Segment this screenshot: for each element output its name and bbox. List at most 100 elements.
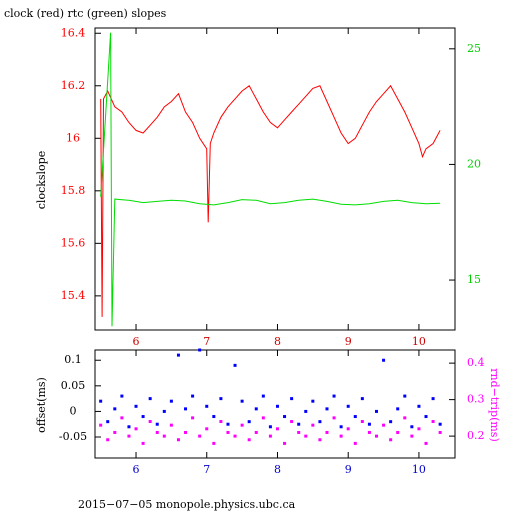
data-point [219,397,223,401]
data-point [290,420,294,424]
data-point [141,441,145,445]
data-point [148,420,152,424]
data-point [191,416,195,420]
chart-title: clock (red) rtc (green) slopes [4,7,167,20]
data-point [247,438,251,442]
data-point [382,358,386,362]
y-tick-label: 15.4 [61,289,86,302]
y-tick-label: 0.1 [64,353,82,366]
data-point [382,423,386,427]
data-point [155,430,159,434]
data-point [311,423,315,427]
data-point [396,430,400,434]
data-point [332,416,336,420]
data-point [155,422,159,426]
y2-tick-label: 0.4 [467,356,485,369]
data-point [367,430,371,434]
data-point [184,430,188,434]
data-point [127,434,131,438]
data-point [275,427,279,431]
data-point [403,416,407,420]
x-tick-label: 8 [274,463,281,476]
data-point [106,438,110,442]
data-point [318,438,322,442]
data-point [184,407,188,411]
data-point [113,407,117,411]
data-point [240,423,244,427]
y2-tick-label: 0.2 [467,429,485,442]
y-tick-label: 0.05 [61,379,86,392]
data-point [367,422,371,426]
data-point [389,438,393,442]
data-point [325,407,329,411]
plot-frame [94,349,456,459]
data-point [431,420,435,424]
series-line [100,84,441,317]
data-point [233,434,237,438]
data-point [339,425,343,429]
data-point [141,415,145,419]
data-point [424,441,428,445]
data-point [148,397,152,401]
plot-frame [94,27,456,331]
data-point [212,441,216,445]
data-point [346,404,350,408]
x-tick-label: 8 [274,335,281,348]
data-point [198,434,202,438]
data-point [120,394,124,398]
x-tick-label: 6 [133,463,140,476]
data-point [410,434,414,438]
y2-tick-label: 20 [467,157,481,170]
x-tick-label: 7 [203,335,210,348]
data-point [297,422,301,426]
y-tick-label: 15.8 [61,184,86,197]
data-point [99,423,103,427]
y2-tick-label: 0.3 [467,393,485,406]
x-tick-label: 10 [412,463,426,476]
data-point [353,415,357,419]
data-point [339,434,343,438]
y-tick-label: -0.05 [59,430,87,443]
data-point [268,434,272,438]
data-point [261,416,265,420]
y2-tick-label: 25 [467,42,481,55]
data-point [424,415,428,419]
data-point [304,434,308,438]
data-point [254,430,258,434]
data-point [134,427,138,431]
data-point [275,404,279,408]
data-point [304,409,308,413]
data-point [169,399,173,403]
data-point [325,430,329,434]
data-point [417,404,421,408]
data-point [205,404,209,408]
data-point [438,422,442,426]
data-point [226,430,230,434]
data-point [311,399,315,403]
footer: 2015−07−05 monopole.physics.ubc.ca [78,498,296,511]
data-point [318,420,322,424]
y-tick-label: 16.4 [61,26,86,39]
data-point [99,399,103,403]
data-point [247,420,251,424]
series-line [100,32,441,327]
x-tick-label: 6 [133,335,140,348]
x-tick-label: 9 [345,463,352,476]
x-tick-label: 10 [412,335,426,348]
data-point [290,397,294,401]
data-point [127,425,131,429]
data-point [120,416,124,420]
data-point [176,353,180,357]
data-point [374,409,378,413]
data-point [332,394,336,398]
y-tick-label: 16.2 [61,79,86,92]
data-point [240,399,244,403]
data-point [403,394,407,398]
data-point [205,427,209,431]
data-point [219,420,223,424]
y-tick-label: 0 [70,404,77,417]
x-tick-label: 7 [203,463,210,476]
y2-tick-label: 15 [467,273,481,286]
data-point [389,420,393,424]
data-point [417,427,421,431]
